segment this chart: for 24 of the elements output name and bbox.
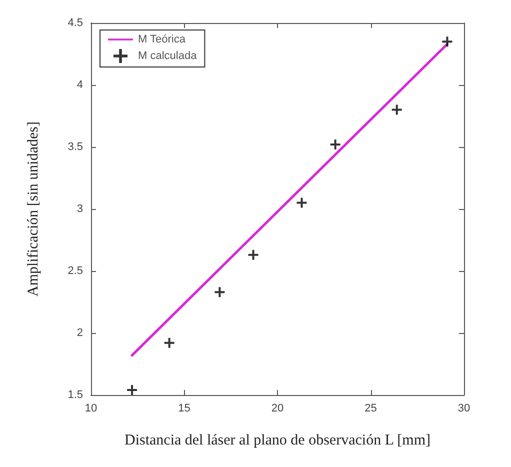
point (214, 287, 225, 298)
point (330, 140, 340, 150)
x-tick-label: 20 (271, 402, 284, 414)
point (248, 250, 258, 260)
x-tick-label: 10 (84, 402, 98, 414)
point (127, 385, 138, 396)
y-tick-label: 2.5 (68, 265, 83, 277)
y-tick-label: 4.5 (68, 17, 83, 29)
y-tick-label: 3.5 (68, 141, 83, 153)
point (392, 104, 402, 115)
y-tick-label: 3 (76, 203, 83, 215)
y-tick-label: 1.5 (68, 389, 83, 401)
y-tick-label: 2 (76, 327, 83, 339)
y-axis-title: Amplificación [sin unidades] (26, 122, 42, 296)
x-tick-label: 30 (458, 402, 470, 414)
x-tick-label: 15 (178, 402, 190, 414)
y-tick-label: 4 (76, 79, 83, 91)
point (164, 338, 174, 348)
x-axis-title: Distancia del láser al plano de observación L [mm] (124, 432, 430, 448)
legend-label: M Teórica (138, 34, 186, 46)
legend-label: M calculada (138, 50, 198, 62)
point (442, 36, 452, 47)
x-tick-label: 25 (364, 402, 377, 414)
point (296, 198, 307, 208)
